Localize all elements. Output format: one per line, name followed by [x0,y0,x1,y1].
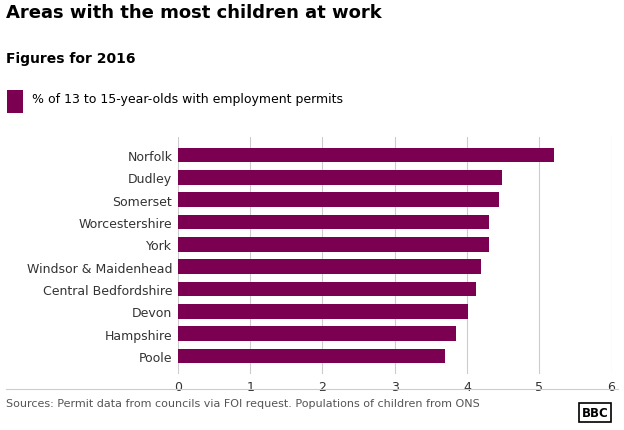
Bar [178,148,553,163]
Text: Sources: Permit data from councils via FOI request. Populations of children from: Sources: Permit data from councils via F… [6,398,480,408]
Bar [178,171,502,185]
Text: % of 13 to 15-year-olds with employment permits: % of 13 to 15-year-olds with employment … [32,92,343,105]
Bar [178,215,489,230]
Bar [178,260,482,274]
Bar [178,193,499,207]
Text: Figures for 2016: Figures for 2016 [6,52,136,65]
Text: Areas with the most children at work: Areas with the most children at work [6,4,382,22]
Bar [178,304,469,319]
Bar [178,327,456,341]
Bar [178,237,489,252]
Bar [178,349,446,363]
Bar [178,282,475,297]
Text: BBC: BBC [582,406,608,419]
